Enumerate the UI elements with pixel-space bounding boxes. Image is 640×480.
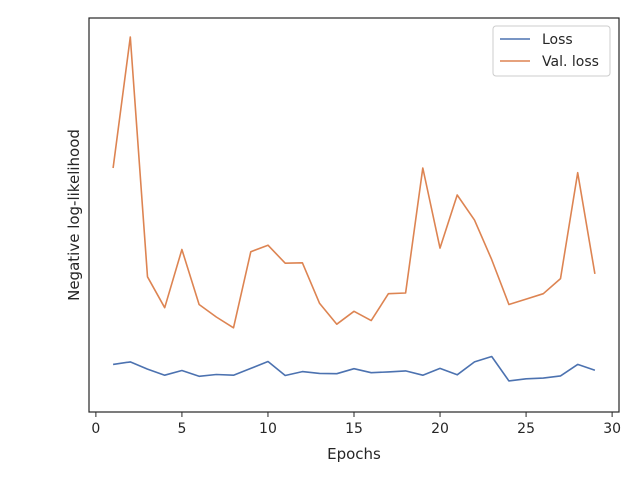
legend: Loss Val. loss	[492, 25, 611, 77]
x-tick-label: 30	[603, 421, 621, 437]
x-tick-label: 0	[91, 421, 100, 437]
x-tick-label: 20	[431, 421, 449, 437]
legend-label: Loss	[542, 32, 573, 48]
series-line-loss	[112, 355, 596, 382]
x-tick-label: 25	[517, 421, 535, 437]
x-tick-label: 15	[345, 421, 363, 437]
series-lines	[112, 36, 596, 382]
legend-label: Val. loss	[542, 54, 599, 70]
x-tick-label: 5	[177, 421, 186, 437]
y-axis-label: Negative log-likelihood	[65, 129, 83, 301]
x-axis-ticks: 0 5 10 15 20 25 30	[91, 412, 621, 437]
series-line-val-loss	[112, 36, 596, 329]
x-axis-label: Epochs	[327, 445, 381, 463]
x-tick-label: 10	[259, 421, 277, 437]
